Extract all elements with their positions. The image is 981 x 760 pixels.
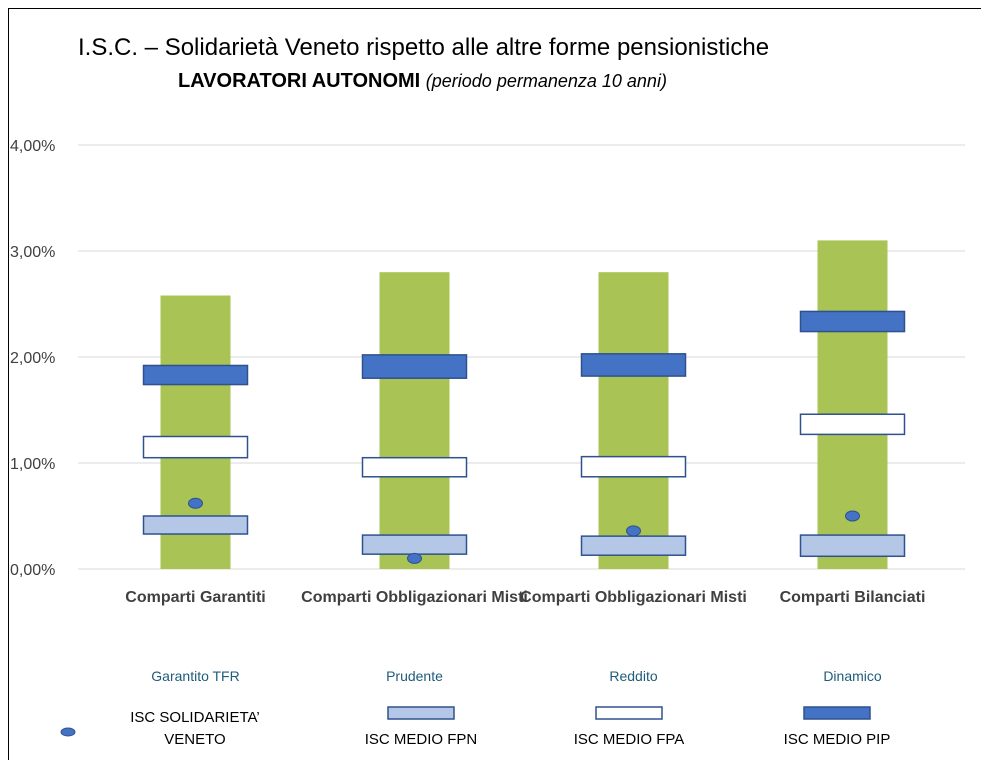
isc-box bbox=[580, 535, 687, 556]
x-tick-label: Comparti Obbligazionari Misti bbox=[301, 589, 528, 606]
sub-category-label: Reddito bbox=[609, 668, 658, 684]
isc-box bbox=[580, 353, 687, 377]
subtitle-main: LAVORATORI AUTONOMI bbox=[178, 70, 421, 92]
chart-title: I.S.C. – Solidarietà Veneto rispetto all… bbox=[78, 34, 770, 61]
isc-box bbox=[361, 456, 468, 478]
y-tick-label: 4,00% bbox=[10, 138, 55, 155]
isc-box bbox=[142, 515, 249, 535]
legend-swatch bbox=[387, 706, 455, 720]
y-tick-label: 2,00% bbox=[10, 350, 55, 367]
legend-swatch bbox=[595, 706, 663, 720]
isc-box bbox=[142, 435, 249, 459]
x-tick-label: Comparti Bilanciati bbox=[779, 589, 926, 606]
legend-label: ISC MEDIO PIP bbox=[783, 731, 891, 748]
legend-label: ISC MEDIO FPA bbox=[573, 731, 685, 748]
y-tick-label: 0,00% bbox=[10, 562, 55, 579]
legend-label: ISC SOLIDARIETA’ VENETO bbox=[130, 709, 260, 748]
sub-category-label: Dinamico bbox=[823, 668, 882, 684]
isc-box bbox=[799, 413, 906, 436]
x-tick-label: Comparti Obbligazionari Misti bbox=[520, 589, 747, 606]
isc-box bbox=[361, 534, 468, 555]
range-bar bbox=[379, 272, 450, 569]
isc-box bbox=[580, 455, 687, 478]
x-tick-label: Comparti Garantiti bbox=[125, 589, 266, 606]
isc-box bbox=[361, 354, 468, 379]
y-tick-label: 3,00% bbox=[10, 244, 55, 261]
range-bar bbox=[598, 272, 669, 569]
legend-label: ISC MEDIO FPN bbox=[364, 731, 478, 748]
sub-category-label: Prudente bbox=[386, 668, 443, 684]
isc-box bbox=[142, 364, 249, 386]
legend-swatch bbox=[60, 727, 76, 737]
y-tick-label: 1,00% bbox=[10, 456, 55, 473]
frame bbox=[8, 8, 981, 760]
sub-category-label: Garantito TFR bbox=[151, 668, 240, 684]
legend-swatch bbox=[803, 706, 871, 720]
isc-box bbox=[799, 310, 906, 333]
subtitle-note: (periodo permanenza 10 anni) bbox=[425, 71, 667, 91]
isc-dot bbox=[626, 525, 641, 537]
isc-dot bbox=[188, 497, 203, 509]
isc-box bbox=[799, 534, 906, 558]
isc-dot bbox=[845, 510, 860, 522]
isc-dot bbox=[407, 552, 422, 564]
chart-subtitle: LAVORATORI AUTONOMI (periodo permanenza … bbox=[178, 70, 667, 93]
